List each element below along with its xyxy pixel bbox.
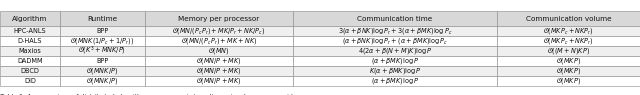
Bar	[60, 56, 145, 66]
Text: $K(\alpha+\beta MK)\log P$: $K(\alpha+\beta MK)\log P$	[369, 66, 421, 76]
Bar	[497, 36, 640, 46]
Bar	[293, 76, 497, 86]
Bar	[293, 56, 497, 66]
Text: Maxios: Maxios	[19, 48, 42, 54]
Text: $\mathcal{O}(K^3+MNK/P)$: $\mathcal{O}(K^3+MNK/P)$	[79, 45, 126, 57]
Text: Runtime: Runtime	[87, 16, 118, 22]
Bar	[293, 66, 497, 76]
Text: $(\alpha+\beta NK)\log P_r+(\alpha+\beta MK)\log P_c$: $(\alpha+\beta NK)\log P_r+(\alpha+\beta…	[342, 36, 448, 46]
Bar	[60, 66, 145, 76]
Text: $\mathcal{O}(MKP)$: $\mathcal{O}(MKP)$	[556, 56, 581, 66]
Text: $\mathcal{O}(MN/(P_cP_r)+MK+NK)$: $\mathcal{O}(MN/(P_cP_r)+MK+NK)$	[180, 36, 257, 46]
Text: DID: DID	[24, 78, 36, 84]
Text: Table 1: A comparison of distributed algorithms on a generic two-dimensional pro: Table 1: A comparison of distributed alg…	[0, 94, 294, 95]
Bar	[0, 11, 60, 26]
Text: BPP: BPP	[96, 58, 109, 64]
Text: Memory per processor: Memory per processor	[179, 16, 259, 22]
Text: $\mathcal{O}(MN/P+MK)$: $\mathcal{O}(MN/P+MK)$	[196, 76, 242, 86]
Bar	[293, 26, 497, 36]
Bar	[145, 26, 293, 36]
Text: Communication time: Communication time	[357, 16, 433, 22]
Text: D-HALS: D-HALS	[18, 38, 42, 44]
Text: $\mathcal{O}(MNK/P)$: $\mathcal{O}(MNK/P)$	[86, 66, 118, 76]
Bar	[145, 66, 293, 76]
Text: DBCD: DBCD	[20, 68, 40, 74]
Text: HPC-ANLS: HPC-ANLS	[14, 28, 46, 34]
Bar	[145, 76, 293, 86]
Text: $4(2\alpha+\beta(N+M)K)\log P$: $4(2\alpha+\beta(N+M)K)\log P$	[358, 46, 432, 56]
Bar	[497, 11, 640, 26]
Text: $\mathcal{O}(MKP_c+NKP_r)$: $\mathcal{O}(MKP_c+NKP_r)$	[543, 26, 594, 36]
Bar	[60, 11, 145, 26]
Bar	[60, 46, 145, 56]
Bar	[0, 76, 60, 86]
Text: $\mathcal{O}(MKP)$: $\mathcal{O}(MKP)$	[556, 66, 581, 76]
Text: $\mathcal{O}(MKP_c+NKP_r)$: $\mathcal{O}(MKP_c+NKP_r)$	[543, 36, 594, 46]
Bar	[497, 66, 640, 76]
Text: Communication volume: Communication volume	[525, 16, 611, 22]
Bar	[145, 46, 293, 56]
Bar	[0, 56, 60, 66]
Bar	[0, 36, 60, 46]
Bar	[145, 11, 293, 26]
Bar	[60, 26, 145, 36]
Text: $3(\alpha+\beta NK)\log P_r+3(\alpha+\beta MK)\log P_c$: $3(\alpha+\beta NK)\log P_r+3(\alpha+\be…	[338, 26, 452, 36]
Bar	[497, 56, 640, 66]
Text: $\mathcal{O}(MNK(1/P_c+1/P_r))$: $\mathcal{O}(MNK(1/P_c+1/P_r))$	[70, 36, 134, 46]
Text: BPP: BPP	[96, 28, 109, 34]
Text: $\mathcal{O}(MN/(P_cP_r)+MK/P_r+NK/P_c)$: $\mathcal{O}(MN/(P_cP_r)+MK/P_r+NK/P_c)$	[172, 26, 266, 36]
Bar	[293, 36, 497, 46]
Bar	[497, 46, 640, 56]
Bar	[0, 26, 60, 36]
Bar	[60, 76, 145, 86]
Text: DADMM: DADMM	[17, 58, 43, 64]
Bar	[497, 76, 640, 86]
Text: $\mathcal{O}(MN/P+MK)$: $\mathcal{O}(MN/P+MK)$	[196, 56, 242, 66]
Bar	[145, 56, 293, 66]
Text: $(\alpha+\beta MK)\log P$: $(\alpha+\beta MK)\log P$	[371, 76, 419, 86]
Bar	[293, 46, 497, 56]
Text: $\mathcal{O}(MKP)$: $\mathcal{O}(MKP)$	[556, 76, 581, 86]
Text: $\mathcal{O}(MN/P+MK)$: $\mathcal{O}(MN/P+MK)$	[196, 66, 242, 76]
Bar	[0, 46, 60, 56]
Bar	[60, 36, 145, 46]
Bar	[293, 11, 497, 26]
Text: $\mathcal{O}((M+N)KP)$: $\mathcal{O}((M+N)KP)$	[547, 46, 590, 56]
Bar	[145, 36, 293, 46]
Text: $\mathcal{O}(MN)$: $\mathcal{O}(MN)$	[208, 46, 230, 56]
Text: Algorithm: Algorithm	[12, 16, 48, 22]
Bar	[497, 26, 640, 36]
Bar	[0, 66, 60, 76]
Text: $\mathcal{O}(MNK/P)$: $\mathcal{O}(MNK/P)$	[86, 76, 118, 86]
Text: $(\alpha+\beta MK)\log P$: $(\alpha+\beta MK)\log P$	[371, 56, 419, 66]
